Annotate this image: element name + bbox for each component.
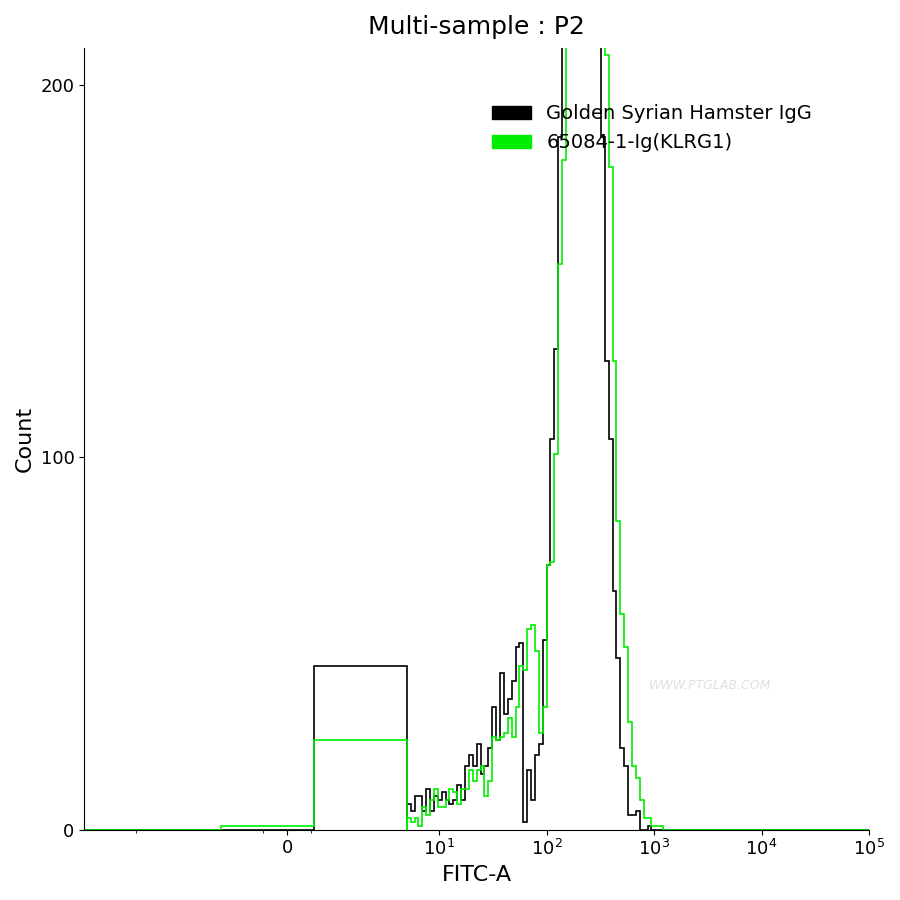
X-axis label: FITC-A: FITC-A bbox=[442, 865, 512, 885]
Text: WWW.PTGLAB.COM: WWW.PTGLAB.COM bbox=[649, 679, 771, 692]
Title: Multi-sample : P2: Multi-sample : P2 bbox=[368, 15, 585, 39]
Legend: Golden Syrian Hamster IgG, 65084-1-Ig(KLRG1): Golden Syrian Hamster IgG, 65084-1-Ig(KL… bbox=[484, 96, 820, 160]
Y-axis label: Count: Count bbox=[15, 406, 35, 472]
